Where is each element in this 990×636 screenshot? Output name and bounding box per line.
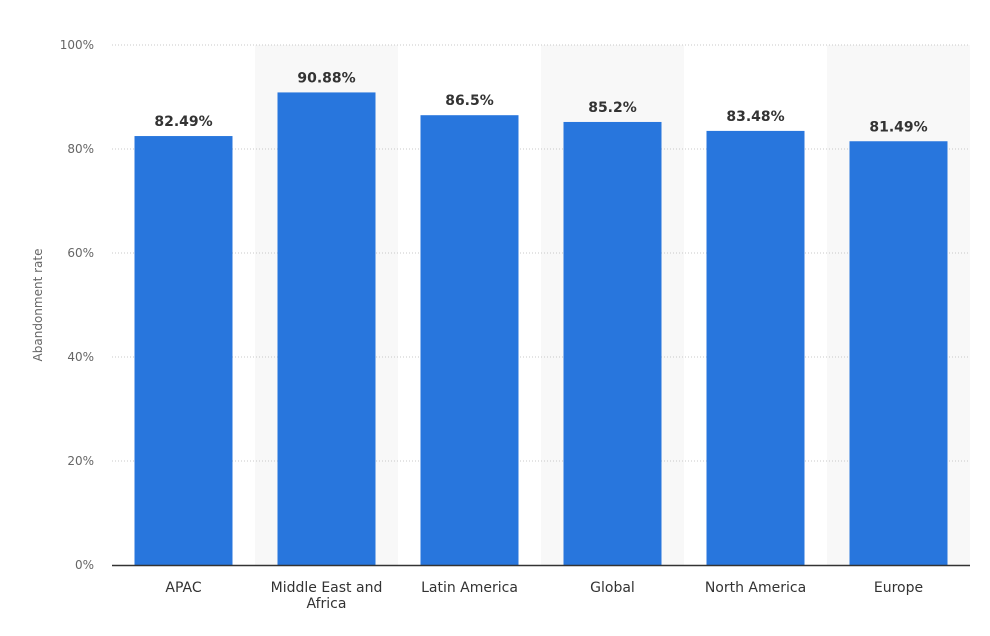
bars (134, 92, 948, 566)
x-tick-label: Latin America (421, 580, 518, 596)
value-label: 90.88% (297, 70, 355, 86)
y-axis-title: Abandonment rate (31, 249, 45, 362)
bar[interactable] (706, 130, 805, 566)
bar[interactable] (849, 141, 948, 565)
x-tick-label: APAC (165, 580, 201, 596)
y-tick-label: 40% (67, 350, 94, 364)
x-tick-label: North America (705, 580, 806, 596)
y-tick-label: 60% (67, 246, 94, 260)
x-tick-label: Global (590, 580, 635, 596)
bar[interactable] (134, 136, 233, 565)
y-tick-label: 100% (60, 38, 94, 52)
value-label: 81.49% (869, 119, 927, 135)
value-label: 85.2% (588, 100, 637, 116)
x-tick-label: Middle East and Africa (271, 580, 383, 612)
y-tick-label: 0% (75, 558, 94, 572)
y-axis-ticks: 0% 20% 40% 60% 80% 100% (60, 38, 94, 572)
gridlines (112, 44, 970, 462)
bar[interactable] (277, 92, 376, 565)
value-label: 82.49% (154, 114, 212, 130)
value-labels: 82.49% 90.88% 86.5% 85.2% 83.48% 81.49% (154, 70, 927, 135)
bar[interactable] (420, 115, 519, 565)
y-tick-label: 20% (67, 454, 94, 468)
bar[interactable] (563, 121, 662, 566)
x-axis-labels: APAC Middle East and Africa Latin America Gl… (165, 580, 923, 612)
y-tick-label: 80% (67, 142, 94, 156)
value-label: 86.5% (445, 93, 494, 109)
value-label: 83.48% (726, 109, 784, 125)
x-tick-label: Europe (874, 580, 923, 596)
